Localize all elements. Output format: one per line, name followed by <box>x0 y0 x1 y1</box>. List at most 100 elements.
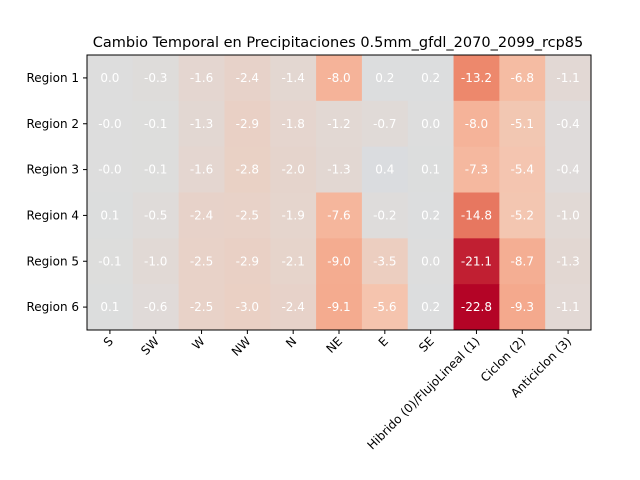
heatmap-cell <box>270 55 317 102</box>
heatmap-cell-labels: 0.0 -0.3 -1.6 -2.4 -1.4 -8.0 0.2 0.2 -13.2 -6.8 -1… <box>98 71 580 314</box>
y-tick-label: Region 6 <box>26 300 79 314</box>
cell-value-label: -2.5 <box>236 208 259 222</box>
cell-value-label: -9.3 <box>511 300 534 314</box>
heatmap-cell <box>316 100 363 148</box>
cell-value-label: -7.3 <box>465 163 488 177</box>
heatmap-cell <box>178 238 225 285</box>
heatmap-cell <box>87 55 134 102</box>
heatmap-cell <box>453 100 500 148</box>
cell-value-label: -0.4 <box>556 117 579 131</box>
heatmap-cell <box>361 146 409 193</box>
cell-value-label: -7.6 <box>327 208 350 222</box>
y-tick-label: Region 2 <box>26 117 79 131</box>
heatmap-cell <box>407 284 455 331</box>
heatmap-cell <box>132 146 180 193</box>
cell-value-label: 0.1 <box>100 208 119 222</box>
y-tick-label: Region 5 <box>26 254 79 268</box>
heatmap-cells <box>87 55 592 331</box>
heatmap-cell <box>132 284 180 331</box>
heatmap-cell <box>545 100 592 148</box>
cell-value-label: -2.4 <box>190 208 213 222</box>
chart-title: Cambio Temporal en Precipitaciones 0.5mm… <box>93 35 584 51</box>
cell-value-label: -0.5 <box>144 208 167 222</box>
heatmap-cell <box>132 192 180 239</box>
cell-value-label: -1.3 <box>190 117 213 131</box>
heatmap-cell <box>453 192 500 239</box>
cell-value-label: -0.7 <box>373 117 396 131</box>
cell-value-label: -14.8 <box>461 208 492 222</box>
x-tick-label: E <box>376 334 391 349</box>
cell-value-label: -9.0 <box>327 254 350 268</box>
cell-value-label: 0.2 <box>375 71 394 85</box>
cell-value-label: 0.0 <box>421 254 440 268</box>
cell-value-label: -1.1 <box>556 71 579 85</box>
cell-value-label: -2.8 <box>236 163 259 177</box>
heatmap-cell <box>178 284 225 331</box>
cell-value-label: -1.9 <box>281 208 304 222</box>
heatmap-cell <box>545 192 592 239</box>
cell-value-label: -1.8 <box>281 117 304 131</box>
heatmap-cell <box>178 100 225 148</box>
heatmap-cell <box>132 238 180 285</box>
heatmap-cell <box>545 238 592 285</box>
heatmap-cell <box>499 284 546 331</box>
cell-value-label: -1.0 <box>144 254 167 268</box>
heatmap-cell <box>178 55 225 102</box>
cell-value-label: -2.1 <box>281 254 304 268</box>
cell-value-label: -1.1 <box>556 300 579 314</box>
heatmap-cell <box>361 238 409 285</box>
heatmap-cell <box>224 55 271 102</box>
cell-value-label: -13.2 <box>461 71 492 85</box>
heatmap-cell <box>224 192 271 239</box>
heatmap-cell <box>224 284 271 331</box>
heatmap-cell <box>178 192 225 239</box>
heatmap-cell <box>453 238 500 285</box>
heatmap-cell <box>132 100 180 148</box>
heatmap-cell <box>499 192 546 239</box>
x-tick-label: NE <box>324 334 346 356</box>
heatmap-cell <box>87 192 134 239</box>
heatmap-cell <box>87 238 134 285</box>
cell-value-label: -0.6 <box>144 300 167 314</box>
heatmap-cell <box>407 100 455 148</box>
x-tick-label: SE <box>416 334 437 355</box>
cell-value-label: 0.1 <box>100 300 119 314</box>
heatmap-cell <box>545 146 592 193</box>
y-tick-label: Region 3 <box>26 163 79 177</box>
y-tick-label: Region 4 <box>26 208 79 222</box>
x-tick-label: S <box>101 334 116 349</box>
cell-value-label: -1.6 <box>190 163 213 177</box>
heatmap-cell <box>316 146 363 193</box>
heatmap-cell <box>87 146 134 193</box>
heatmap-cell <box>224 146 271 193</box>
cell-value-label: 0.0 <box>421 117 440 131</box>
x-tick-label: SW <box>138 334 162 358</box>
heatmap-cell <box>499 100 546 148</box>
heatmap-cell <box>270 100 317 148</box>
cell-value-label: 0.2 <box>421 71 440 85</box>
heatmap-cell <box>316 55 363 102</box>
heatmap-cell <box>407 192 455 239</box>
heatmap-cell <box>407 238 455 285</box>
cell-value-label: -2.4 <box>236 71 259 85</box>
cell-value-label: -1.3 <box>327 163 350 177</box>
cell-value-label: 0.0 <box>100 71 119 85</box>
cell-value-label: -0.1 <box>144 163 167 177</box>
cell-value-label: -8.0 <box>465 117 488 131</box>
cell-value-label: -6.8 <box>511 71 534 85</box>
cell-value-label: 0.2 <box>421 300 440 314</box>
heatmap-cell <box>270 284 317 331</box>
cell-value-label: -1.3 <box>556 254 579 268</box>
heatmap-cell <box>316 284 363 331</box>
cell-value-label: -1.2 <box>327 117 350 131</box>
heatmap-cell <box>270 238 317 285</box>
heatmap-cell <box>270 192 317 239</box>
cell-value-label: -0.3 <box>144 71 167 85</box>
cell-value-label: -3.0 <box>236 300 259 314</box>
heatmap-cell <box>361 284 409 331</box>
heatmap-cell <box>499 238 546 285</box>
cell-value-label: -1.6 <box>190 71 213 85</box>
cell-value-label: -0.0 <box>98 163 121 177</box>
cell-value-label: -21.1 <box>461 254 492 268</box>
